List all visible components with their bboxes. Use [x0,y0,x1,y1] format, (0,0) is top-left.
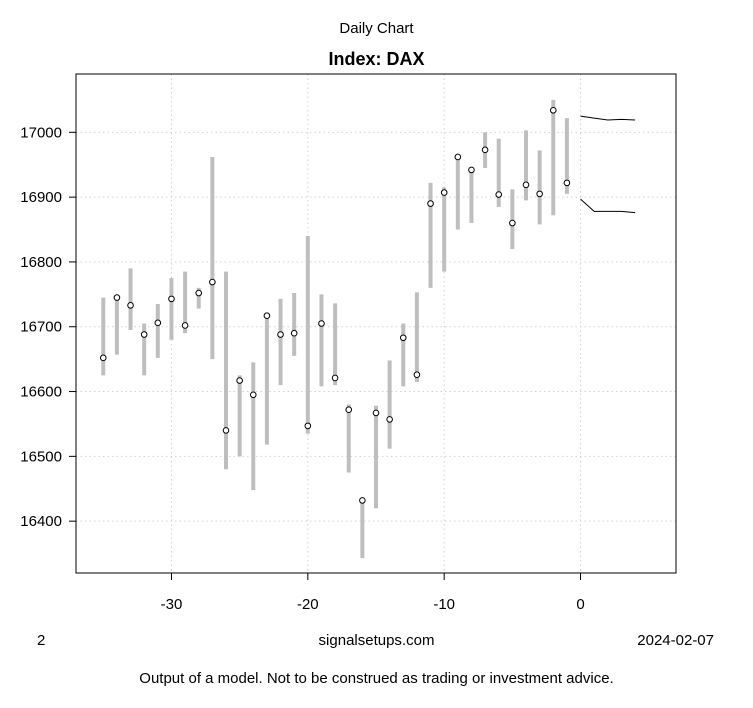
close-point [113,294,121,301]
footer-date-text: 2024-02-07 [637,632,714,649]
x-tick-label: 0 [576,596,584,613]
close-point [386,416,393,423]
close-point [536,190,543,198]
close-point [181,322,189,329]
y-tick-label: 17000 [20,124,62,141]
forecast-band [580,115,636,214]
forecast-lower-line [580,198,636,214]
x-tick-label: -30 [161,596,183,613]
close-point [359,497,366,504]
close-point [331,374,339,382]
close-point [468,166,475,174]
close-point [481,146,489,154]
grid-lines [76,74,676,573]
footer-site-text: signalsetups.com [318,632,435,649]
close-point [222,427,230,434]
close-point [154,319,162,327]
chart-supertitle: Daily Chart [339,20,414,37]
chart-title: Index: DAX [328,49,425,69]
close-point [563,179,571,187]
footer-left-text: 2 [37,632,46,649]
close-point [372,409,380,417]
close-point [495,191,503,198]
close-point [345,406,353,413]
close-point [318,320,325,327]
close-point [168,295,175,303]
close-point [399,334,407,342]
close-point [427,200,434,207]
close-point [440,189,448,196]
y-tick-label: 16600 [20,384,62,401]
forecast-upper-line [580,115,636,121]
close-points [99,106,571,504]
close-point [140,331,148,338]
close-point [249,391,257,399]
close-point [127,302,134,309]
close-point [290,329,298,337]
close-point [236,377,243,384]
close-point [522,181,530,189]
axes: -30 -20 -10 0 16400 16500 16600 16700 16800 16900… [20,124,584,613]
range-bars [101,99,569,559]
close-point [549,106,557,114]
close-point [413,371,421,378]
y-tick-label: 16900 [20,189,62,206]
disclaimer-text: Output of a model. Not to be construed a… [139,670,614,687]
close-point [454,153,462,161]
close-point [99,354,107,362]
close-point [277,331,284,338]
plot-frame [75,73,677,574]
y-tick-label: 16800 [20,254,62,271]
x-tick-label: -10 [433,596,455,613]
x-tick-label: -20 [297,596,319,613]
y-tick-label: 16400 [20,513,62,530]
close-point [304,422,312,430]
y-tick-label: 16700 [20,319,62,336]
close-point [263,312,271,320]
close-point [209,278,216,286]
y-tick-label: 16500 [20,448,62,465]
close-point [509,219,516,227]
close-point [195,289,203,297]
